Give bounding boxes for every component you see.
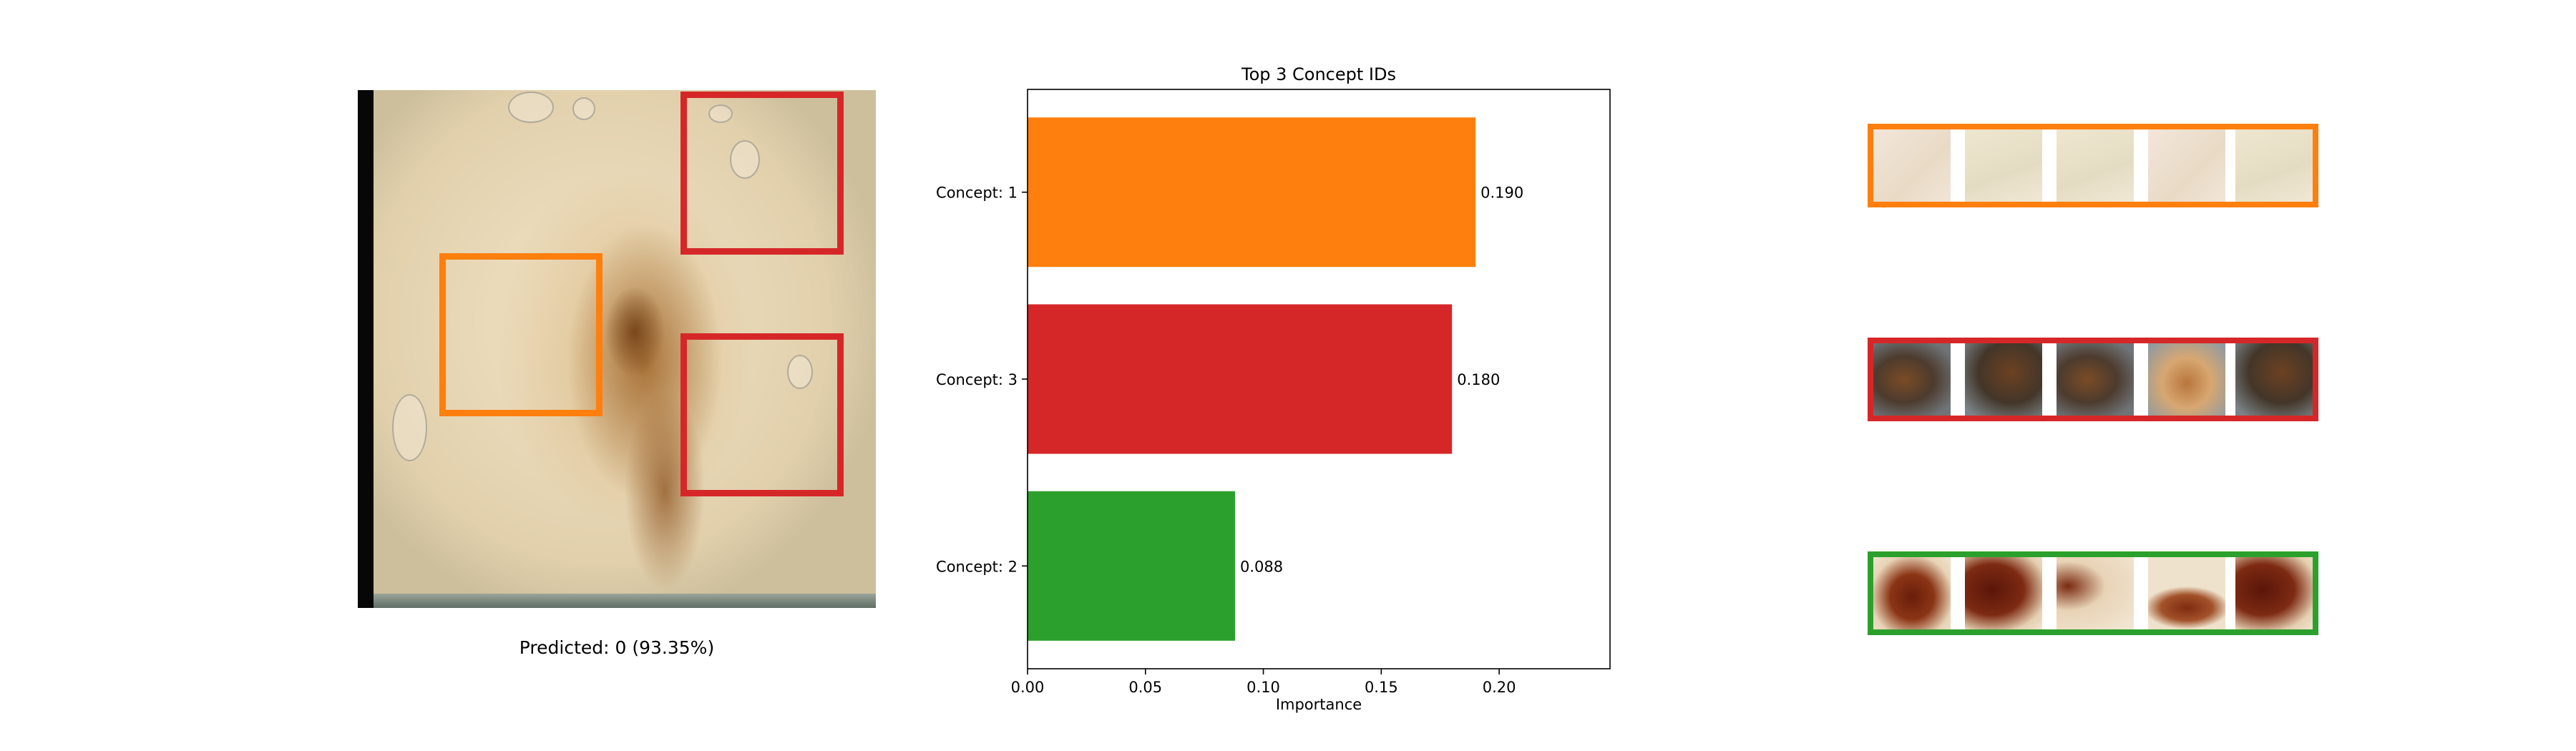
skin-region <box>374 90 876 604</box>
y-tick-label: Concept: 2 <box>936 558 1018 575</box>
chart-title: Top 3 Concept IDs <box>1241 64 1396 84</box>
y-axis-ticks: Concept: 1 Concept: 3 Concept: 2 <box>936 185 1028 575</box>
x-axis-label: Importance <box>1276 696 1362 713</box>
bubble <box>787 355 813 389</box>
bar-concept-2 <box>1028 491 1236 641</box>
x-tick-label: 0.20 <box>1483 679 1516 696</box>
lesion-image <box>358 90 876 608</box>
bar-value-label: 0.180 <box>1457 371 1500 388</box>
bar-concept-1 <box>1028 117 1476 267</box>
bars-group <box>1028 117 1476 641</box>
roi-box-concept-3-top <box>680 92 844 255</box>
concept-patch <box>1965 557 2042 629</box>
roi-box-concept-1 <box>439 253 602 416</box>
concept-importance-chart: Top 3 Concept IDs 0.190 0.180 0.088 Concep… <box>936 64 1611 713</box>
concept-patch <box>2148 557 2225 629</box>
concept-patch <box>2057 343 2134 416</box>
bar-value-label: 0.088 <box>1240 558 1283 575</box>
x-tick-label: 0.15 <box>1365 679 1398 696</box>
x-tick-label: 0.10 <box>1246 679 1280 696</box>
x-tick-label: 0.00 <box>1011 679 1045 696</box>
concept-strip-2 <box>1868 551 2318 635</box>
concept-patch <box>2235 129 2313 202</box>
concept-patch <box>1873 343 1951 416</box>
concept-patch <box>1873 557 1951 629</box>
concept-patch <box>2148 343 2225 416</box>
prediction-caption: Predicted: 0 (93.35%) <box>519 637 715 658</box>
concept-patch <box>2057 129 2134 202</box>
plot-frame <box>1027 89 1611 669</box>
x-axis-ticks: 0.00 0.05 0.10 0.15 0.20 <box>1011 669 1516 696</box>
bubble <box>708 104 733 123</box>
bubble <box>572 97 595 120</box>
bar-concept-3 <box>1028 304 1453 454</box>
bubble <box>730 140 760 179</box>
concept-patch <box>2057 557 2134 629</box>
bar-value-label: 0.190 <box>1480 185 1523 202</box>
value-labels-group: 0.190 0.180 0.088 <box>1240 185 1523 576</box>
concept-patch <box>2235 557 2313 629</box>
concept-patch <box>1965 129 2042 202</box>
bubble <box>392 394 427 461</box>
bubble <box>508 92 554 123</box>
concept-patch <box>1873 129 1951 202</box>
concept-patch <box>1965 343 2042 416</box>
image-edge <box>374 594 876 608</box>
concept-patch <box>2235 343 2313 416</box>
x-tick-label: 0.05 <box>1128 679 1162 696</box>
y-tick-label: Concept: 1 <box>936 185 1018 202</box>
concept-patch <box>2148 129 2225 202</box>
concept-strip-1 <box>1868 124 2318 207</box>
concept-strip-3 <box>1868 338 2318 421</box>
y-tick-label: Concept: 3 <box>936 371 1018 388</box>
roi-box-concept-3-bottom <box>680 333 844 496</box>
